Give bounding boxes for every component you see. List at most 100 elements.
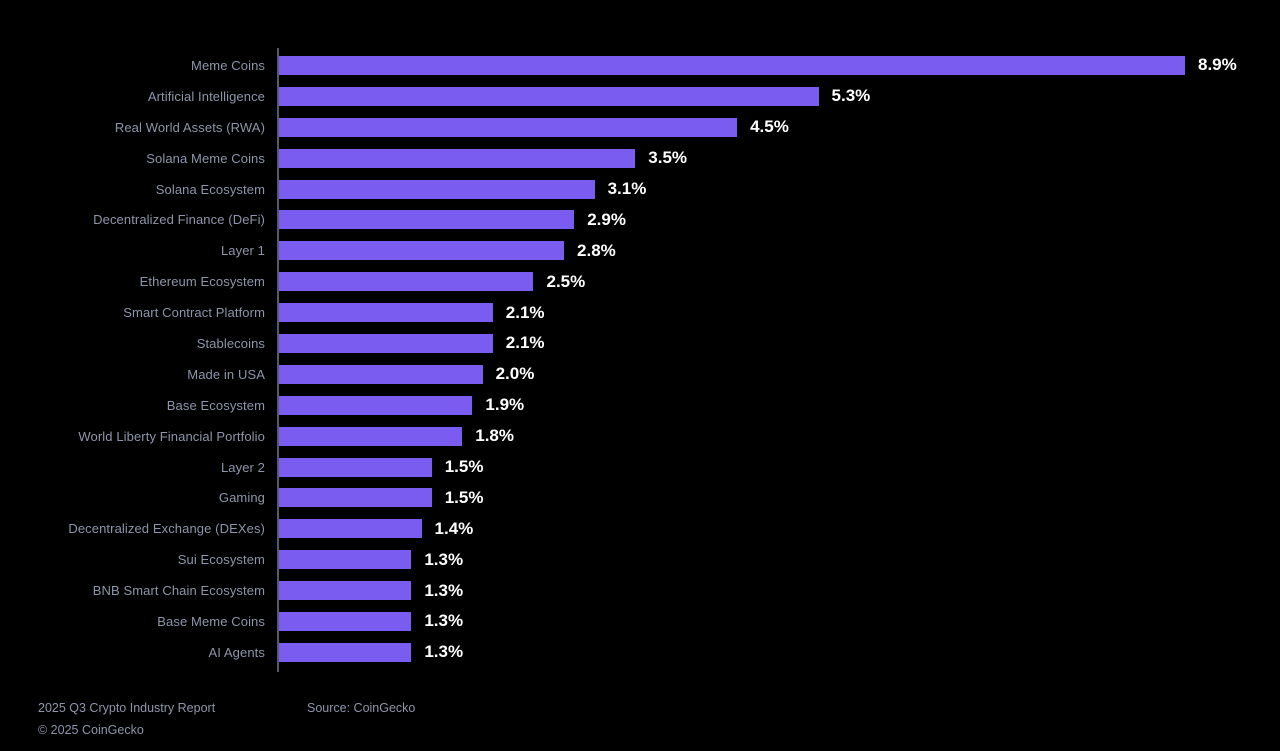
crypto-categories-bar-chart: Meme Coins 8.9% Artificial Intelligence 5.3… — [0, 50, 1280, 668]
value-label: 2.0% — [495, 364, 535, 384]
bar-area: 1.4% — [279, 513, 1280, 544]
category-label: Base Ecosystem — [166, 397, 265, 413]
category-label: Ethereum Ecosystem — [139, 274, 265, 290]
bar — [279, 117, 738, 137]
bar — [279, 395, 473, 415]
category-label: Real World Assets (RWA) — [114, 119, 265, 135]
category-label: Artificial Intelligence — [147, 88, 265, 104]
value-label: 1.3% — [424, 611, 464, 631]
bar — [279, 272, 534, 292]
category-label: BNB Smart Chain Ecosystem — [92, 583, 265, 599]
bar — [279, 642, 412, 662]
category-label: Base Meme Coins — [157, 613, 265, 629]
bar — [279, 86, 819, 106]
bar-row: Layer 2 1.5% — [0, 452, 1280, 483]
bar-row: BNB Smart Chain Ecosystem 1.3% — [0, 575, 1280, 606]
value-label: 8.9% — [1198, 55, 1237, 75]
bar-area: 5.3% — [279, 81, 1280, 112]
category-label: Layer 1 — [220, 243, 265, 259]
category-label: Stablecoins — [196, 335, 265, 351]
bar-area: 4.5% — [279, 112, 1280, 143]
value-label: 4.5% — [750, 117, 789, 137]
value-label: 1.5% — [444, 487, 484, 507]
value-label: 5.3% — [831, 86, 871, 106]
bar-area: 8.9% — [279, 50, 1280, 81]
bar-row: Solana Meme Coins 3.5% — [0, 143, 1280, 174]
bar — [279, 581, 412, 601]
bar — [279, 333, 493, 353]
value-label: 1.5% — [444, 457, 484, 477]
bar-area: 1.3% — [279, 544, 1280, 575]
value-label: 1.3% — [424, 549, 464, 569]
category-label: Decentralized Finance (DeFi) — [93, 212, 265, 228]
bar-row: Gaming 1.5% — [0, 482, 1280, 513]
value-label: 2.5% — [546, 271, 586, 291]
bar — [279, 241, 565, 261]
bar-area: 2.0% — [279, 359, 1280, 390]
category-label: Sui Ecosystem — [177, 552, 265, 568]
bar-row: Smart Contract Platform 2.1% — [0, 297, 1280, 328]
bar — [279, 611, 412, 631]
bar — [279, 488, 432, 508]
bar — [279, 519, 422, 539]
bar-area: 3.5% — [279, 143, 1280, 174]
value-label: 3.1% — [607, 179, 647, 198]
value-label: 1.3% — [424, 642, 464, 662]
bar-area: 2.5% — [279, 266, 1280, 297]
value-label: 2.1% — [505, 302, 545, 322]
bar-rows-container: Meme Coins 8.9% Artificial Intelligence 5.3… — [0, 50, 1280, 668]
bar-row: Decentralized Exchange (DEXes) 1.4% — [0, 513, 1280, 544]
value-label: 2.9% — [587, 209, 626, 229]
bar-area: 1.3% — [279, 575, 1280, 606]
bar-row: Real World Assets (RWA) 4.5% — [0, 112, 1280, 143]
bar-row: Stablecoins 2.1% — [0, 328, 1280, 359]
bar-area: 2.9% — [279, 204, 1280, 235]
category-label: Meme Coins — [191, 57, 265, 73]
value-label: 1.8% — [475, 426, 514, 446]
value-label: 1.3% — [424, 580, 464, 600]
bar-row: World Liberty Financial Portfolio 1.8% — [0, 421, 1280, 452]
category-label: World Liberty Financial Portfolio — [78, 428, 265, 444]
category-label: Smart Contract Platform — [123, 305, 265, 321]
bar-area: 1.5% — [279, 482, 1280, 513]
category-label: Solana Ecosystem — [155, 181, 265, 197]
bar-area: 1.3% — [279, 637, 1280, 668]
bar — [279, 210, 575, 230]
value-label: 1.9% — [485, 395, 525, 415]
bar — [279, 364, 483, 384]
bar-area: 1.3% — [279, 606, 1280, 637]
bar-row: Layer 1 2.8% — [0, 235, 1280, 266]
value-label: 1.4% — [434, 518, 474, 538]
bar-row: Base Ecosystem 1.9% — [0, 390, 1280, 421]
bar-row: Meme Coins 8.9% — [0, 50, 1280, 81]
bar-row: Decentralized Finance (DeFi) 2.9% — [0, 204, 1280, 235]
bar — [279, 457, 432, 477]
bar-row: Made in USA 2.0% — [0, 359, 1280, 390]
bar-row: Base Meme Coins 1.3% — [0, 606, 1280, 637]
bar-row: Ethereum Ecosystem 2.5% — [0, 266, 1280, 297]
category-label: Solana Meme Coins — [146, 150, 265, 166]
value-label: 3.5% — [648, 148, 688, 168]
bar — [279, 426, 463, 446]
report-title: 2025 Q3 Crypto Industry Report — [38, 701, 216, 715]
bar-area: 1.5% — [279, 452, 1280, 483]
category-label: AI Agents — [208, 644, 265, 660]
bar-area: 2.1% — [279, 328, 1280, 359]
bar — [279, 55, 1185, 75]
bar-area: 1.9% — [279, 390, 1280, 421]
bar-area: 2.1% — [279, 297, 1280, 328]
category-label: Layer 2 — [220, 459, 265, 475]
bar — [279, 550, 412, 570]
bar-row: Artificial Intelligence 5.3% — [0, 81, 1280, 112]
bar-area: 1.8% — [279, 421, 1280, 452]
source-label: Source: CoinGecko — [307, 701, 416, 715]
bar — [279, 303, 493, 323]
value-label: 2.1% — [505, 333, 545, 353]
copyright-text: © 2025 CoinGecko — [38, 723, 144, 737]
category-label: Gaming — [218, 490, 265, 506]
value-label: 2.8% — [577, 240, 616, 260]
y-axis-line — [277, 48, 279, 672]
bar — [279, 179, 595, 199]
bar-row: AI Agents 1.3% — [0, 637, 1280, 668]
